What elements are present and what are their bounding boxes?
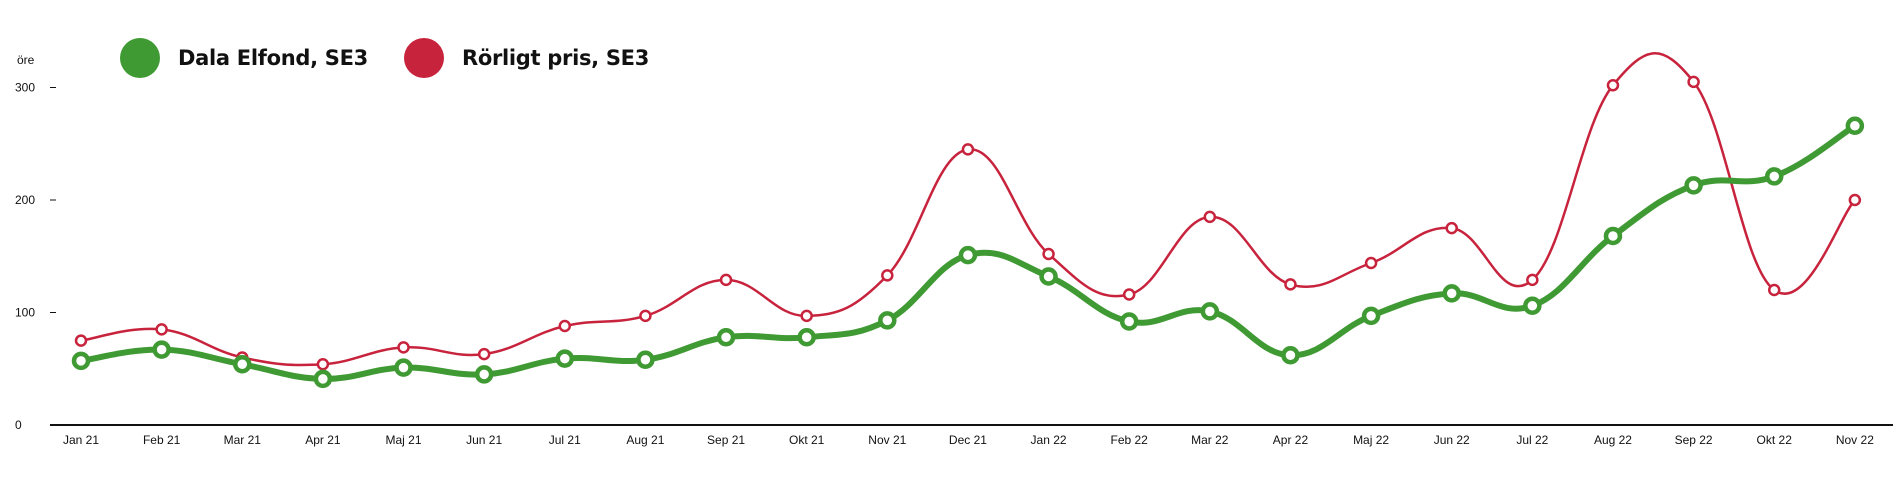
data-point[interactable] — [558, 319, 572, 333]
data-point[interactable] — [797, 328, 816, 347]
x-tick-label: Feb 21 — [143, 433, 181, 447]
data-point[interactable] — [233, 355, 252, 374]
series-dala-elfond — [71, 116, 1865, 389]
data-point[interactable] — [1687, 75, 1700, 89]
data-point[interactable] — [1684, 176, 1703, 195]
x-tick-label: Maj 21 — [386, 433, 422, 447]
x-tick-label: Okt 21 — [789, 433, 825, 447]
legend-swatch-green — [120, 38, 160, 78]
data-point[interactable] — [477, 347, 491, 361]
y-tick-label: 100 — [15, 306, 35, 320]
x-tick-label: Jan 22 — [1031, 433, 1067, 447]
data-point[interactable] — [1848, 193, 1862, 207]
data-point[interactable] — [1122, 288, 1136, 301]
data-point[interactable] — [1606, 79, 1620, 92]
data-point[interactable] — [394, 358, 413, 377]
x-tick-label: Maj 22 — [1353, 433, 1389, 447]
x-tick-label: Sep 21 — [707, 433, 745, 447]
x-tick-label: Apr 22 — [1273, 433, 1309, 447]
x-tick-label: Apr 21 — [305, 433, 341, 447]
data-point[interactable] — [1203, 210, 1217, 224]
x-tick-label: Dec 21 — [949, 433, 987, 447]
x-tick-label: Jul 22 — [1516, 433, 1548, 447]
x-tick-label: Mar 21 — [224, 433, 262, 447]
series-rorligt-pris — [74, 52, 1862, 371]
x-tick-label: Jan 21 — [63, 433, 99, 447]
data-point[interactable] — [1042, 247, 1055, 261]
y-tick-label: 0 — [15, 418, 22, 432]
legend-label: Rörligt pris, SE3 — [461, 46, 650, 70]
data-point[interactable] — [636, 350, 655, 369]
legend: Dala Elfond, SE3 Rörligt pris, SE3 — [120, 38, 649, 78]
y-tick-label: 200 — [15, 193, 35, 207]
x-tick-label: Feb 22 — [1111, 433, 1149, 447]
data-point[interactable] — [1361, 306, 1381, 326]
data-point[interactable] — [958, 245, 978, 265]
data-point[interactable] — [1200, 302, 1220, 321]
data-point[interactable] — [1764, 167, 1784, 186]
data-point[interactable] — [74, 334, 88, 347]
data-point[interactable] — [474, 365, 494, 384]
data-point[interactable] — [555, 349, 575, 368]
data-point[interactable] — [639, 309, 652, 323]
data-point[interactable] — [1281, 346, 1300, 365]
data-point[interactable] — [155, 323, 168, 336]
x-tick-label: Aug 21 — [626, 433, 664, 447]
series-line — [79, 52, 1857, 367]
data-point[interactable] — [1526, 273, 1539, 287]
data-point[interactable] — [1284, 278, 1297, 291]
data-point[interactable] — [878, 311, 897, 330]
x-axis: Jan 21 Feb 21 Mar 21 Apr 21 Maj 21 Jun 21 Jul … — [63, 433, 1874, 447]
y-axis: 0 100 200 300 — [15, 81, 56, 432]
data-point[interactable] — [881, 269, 894, 282]
legend-swatch-red — [403, 38, 444, 78]
data-point[interactable] — [1445, 221, 1458, 235]
x-tick-label: Nov 22 — [1836, 433, 1874, 447]
legend-item-dala-elfond[interactable]: Dala Elfond, SE3 — [120, 38, 368, 78]
data-point[interactable] — [1523, 296, 1542, 315]
data-point[interactable] — [1845, 116, 1865, 135]
legend-label: Dala Elfond, SE3 — [178, 46, 368, 70]
data-point[interactable] — [800, 309, 813, 323]
data-point[interactable] — [1364, 256, 1378, 270]
y-tick-label: 300 — [15, 81, 35, 95]
data-point[interactable] — [313, 369, 333, 389]
data-point[interactable] — [1603, 226, 1623, 246]
x-tick-label: Nov 21 — [868, 433, 906, 447]
x-tick-label: Mar 22 — [1191, 433, 1229, 447]
x-tick-label: Aug 22 — [1594, 433, 1632, 447]
data-point[interactable] — [1119, 312, 1139, 331]
data-point[interactable] — [1442, 284, 1461, 303]
y-axis-unit-label: öre — [17, 53, 35, 67]
legend-item-rorligt-pris[interactable]: Rörligt pris, SE3 — [403, 38, 650, 78]
data-point[interactable] — [1039, 267, 1058, 286]
series-layer — [71, 52, 1865, 389]
data-point[interactable] — [716, 328, 736, 347]
x-tick-label: Jul 21 — [549, 433, 581, 447]
data-point[interactable] — [397, 341, 410, 354]
x-tick-label: Okt 22 — [1757, 433, 1793, 447]
x-tick-label: Jun 22 — [1434, 433, 1470, 447]
data-point[interactable] — [1767, 283, 1781, 297]
data-point[interactable] — [316, 358, 330, 371]
data-point[interactable] — [152, 340, 171, 359]
data-point[interactable] — [719, 273, 733, 287]
x-tick-label: Jun 21 — [466, 433, 502, 447]
data-point[interactable] — [71, 351, 91, 371]
x-tick-label: Sep 22 — [1675, 433, 1713, 447]
data-point[interactable] — [961, 143, 975, 156]
